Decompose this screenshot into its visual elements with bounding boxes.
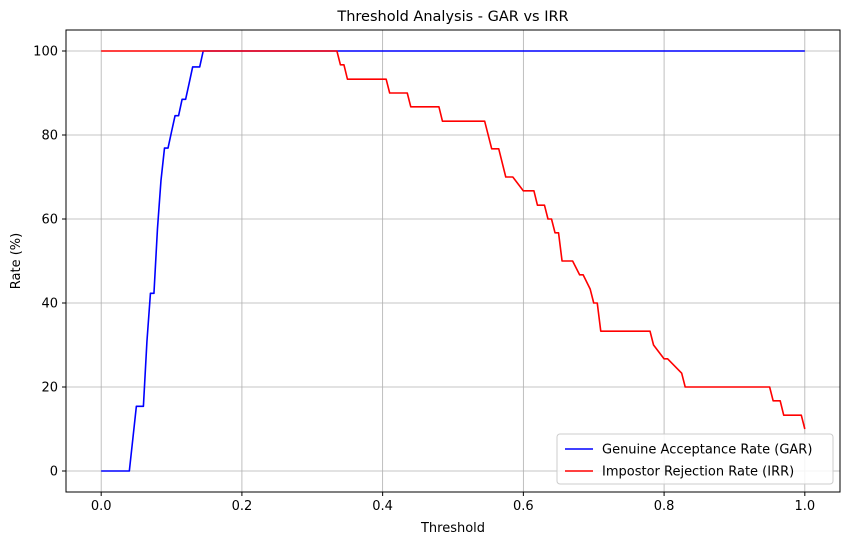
y-tick-label: 0 xyxy=(50,465,58,480)
x-tick-label: 0.8 xyxy=(654,499,675,514)
legend-label: Genuine Acceptance Rate (GAR) xyxy=(602,443,812,458)
x-tick-label: 0.6 xyxy=(513,499,534,514)
legend-box xyxy=(556,433,834,485)
y-tick-label: 100 xyxy=(33,45,58,60)
x-tick-label: 0.0 xyxy=(91,499,112,514)
x-tick-label: 0.4 xyxy=(372,499,393,514)
y-tick-label: 20 xyxy=(41,381,58,396)
y-axis-label: Rate (%) xyxy=(9,233,24,289)
y-tick-label: 60 xyxy=(41,213,58,228)
y-tick-label: 80 xyxy=(41,129,58,144)
y-tick-label: 40 xyxy=(41,297,58,312)
legend-label: Impostor Rejection Rate (IRR) xyxy=(602,465,794,480)
x-tick-label: 0.2 xyxy=(232,499,253,514)
x-tick-label: 1.0 xyxy=(794,499,815,514)
x-axis-label: Threshold xyxy=(420,521,485,536)
series-layer xyxy=(101,50,806,472)
chart-title: Threshold Analysis - GAR vs IRR xyxy=(336,9,568,25)
legend: Genuine Acceptance Rate (GAR) Impostor Re… xyxy=(556,433,834,485)
y-axis: 0 20 40 60 80 100 xyxy=(33,45,66,480)
plot-frame xyxy=(65,29,841,493)
series-line-irr xyxy=(101,50,806,430)
x-axis: 0.0 0.2 0.4 0.6 0.8 1.0 xyxy=(91,492,815,514)
series-line-gar xyxy=(101,50,805,472)
